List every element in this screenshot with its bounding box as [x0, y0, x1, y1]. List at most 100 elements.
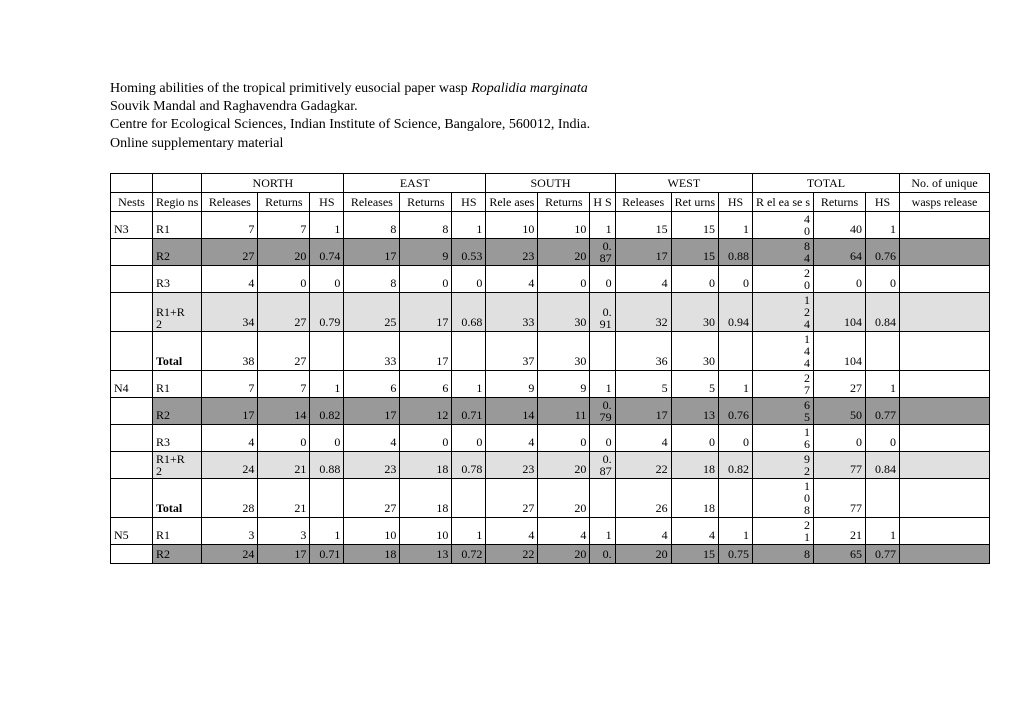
table-cell: 0.71 [310, 544, 344, 563]
table-cell: 1 [719, 517, 753, 544]
table-cell [111, 478, 153, 517]
table-row: R217140.8217120.7114110.7917130.7665500.… [111, 397, 990, 424]
table-row: N3R1771881101011515140401 [111, 211, 990, 238]
table-cell: 0 [814, 424, 866, 451]
table-row: R224170.7118130.7222200.20150.758650.77 [111, 544, 990, 563]
table-cell: 37 [486, 331, 538, 370]
table-cell [900, 238, 990, 265]
table-body: N3R1771881101011515140401R227200.741790.… [111, 211, 990, 563]
table-cell: R2 [153, 238, 202, 265]
table-cell: 0 [400, 265, 452, 292]
title-text: Homing abilities of the tropical primiti… [110, 81, 471, 96]
returns-col-header: Returns [400, 192, 452, 211]
table-cell: 17 [615, 238, 671, 265]
table-cell: 8 [344, 211, 400, 238]
west-header: WEST [615, 173, 752, 192]
table-row: Total3827331737303630144104 [111, 331, 990, 370]
table-cell: R3 [153, 265, 202, 292]
table-cell: 6 [400, 370, 452, 397]
data-table: NORTH EAST SOUTH WEST TOTAL No. of uniqu… [110, 173, 990, 564]
hs-col-header: H S [590, 192, 615, 211]
table-cell: 30 [671, 331, 718, 370]
table-cell: 0.88 [310, 451, 344, 478]
table-cell: 23 [344, 451, 400, 478]
table-cell: 144 [753, 331, 814, 370]
releases-col-header: R el ea se s [753, 192, 814, 211]
table-cell: 10 [400, 517, 452, 544]
table-cell: 0.88 [719, 238, 753, 265]
returns-col-header: Ret urns [671, 192, 718, 211]
table-cell [111, 292, 153, 331]
table-cell: 0.79 [310, 292, 344, 331]
table-cell: R1 [153, 517, 202, 544]
table-cell [590, 478, 615, 517]
table-cell: 7 [202, 370, 258, 397]
table-cell: 17 [400, 292, 452, 331]
table-cell: 0.76 [719, 397, 753, 424]
table-cell: 0 [310, 424, 344, 451]
north-header: NORTH [202, 173, 344, 192]
table-cell: 10 [538, 211, 590, 238]
table-cell: 0.87 [590, 238, 615, 265]
table-cell: 7 [258, 370, 310, 397]
table-cell: 0.53 [452, 238, 486, 265]
table-cell: 0.68 [452, 292, 486, 331]
total-header: TOTAL [753, 173, 900, 192]
blank-header [153, 173, 202, 192]
table-row: Total282127182720261810877 [111, 478, 990, 517]
table-cell [900, 424, 990, 451]
table-cell: 0 [590, 265, 615, 292]
table-cell: 0 [719, 265, 753, 292]
table-cell: 1 [452, 517, 486, 544]
table-cell: 0 [258, 424, 310, 451]
table-cell: 108 [753, 478, 814, 517]
table-cell: 0.91 [590, 292, 615, 331]
table-cell [900, 292, 990, 331]
hs-col-header: HS [310, 192, 344, 211]
table-cell: 18 [671, 478, 718, 517]
table-cell: 27 [814, 370, 866, 397]
table-cell [452, 478, 486, 517]
table-cell: 21 [258, 478, 310, 517]
table-cell: 0.94 [719, 292, 753, 331]
table-cell [590, 331, 615, 370]
table-cell: 6 [344, 370, 400, 397]
blank-header [111, 173, 153, 192]
table-cell: 4 [486, 517, 538, 544]
table-cell [900, 265, 990, 292]
table-cell: 1 [590, 370, 615, 397]
table-cell: 1 [866, 211, 900, 238]
hs-col-header: HS [719, 192, 753, 211]
returns-col-header: Returns [258, 192, 310, 211]
table-cell: 1 [719, 211, 753, 238]
table-cell: 64 [814, 238, 866, 265]
table-cell: 50 [814, 397, 866, 424]
table-cell: 34 [202, 292, 258, 331]
table-cell: 4 [671, 517, 718, 544]
table-cell: 17 [258, 544, 310, 563]
hs-col-header: HS [866, 192, 900, 211]
supplementary-line: Online supplementary material [110, 135, 1020, 153]
table-cell: 21 [258, 451, 310, 478]
table-cell: 77 [814, 478, 866, 517]
table-cell: 0.71 [452, 397, 486, 424]
table-cell: 22 [486, 544, 538, 563]
table-cell: 26 [615, 478, 671, 517]
table-cell: 33 [486, 292, 538, 331]
table-cell: 40 [814, 211, 866, 238]
table-cell: 27 [202, 238, 258, 265]
table-cell: 17 [344, 397, 400, 424]
table-cell: 65 [753, 397, 814, 424]
table-cell: 25 [344, 292, 400, 331]
table-cell: 1 [452, 211, 486, 238]
table-cell: 15 [615, 211, 671, 238]
table-cell: 4 [615, 517, 671, 544]
table-cell: 15 [671, 211, 718, 238]
table-cell: 0 [590, 424, 615, 451]
species-name: Ropalidia marginata [471, 81, 588, 96]
table-cell: R1+R2 [153, 451, 202, 478]
table-cell: 8 [400, 211, 452, 238]
table-cell [111, 544, 153, 563]
table-cell: 8 [344, 265, 400, 292]
table-cell: 24 [202, 544, 258, 563]
